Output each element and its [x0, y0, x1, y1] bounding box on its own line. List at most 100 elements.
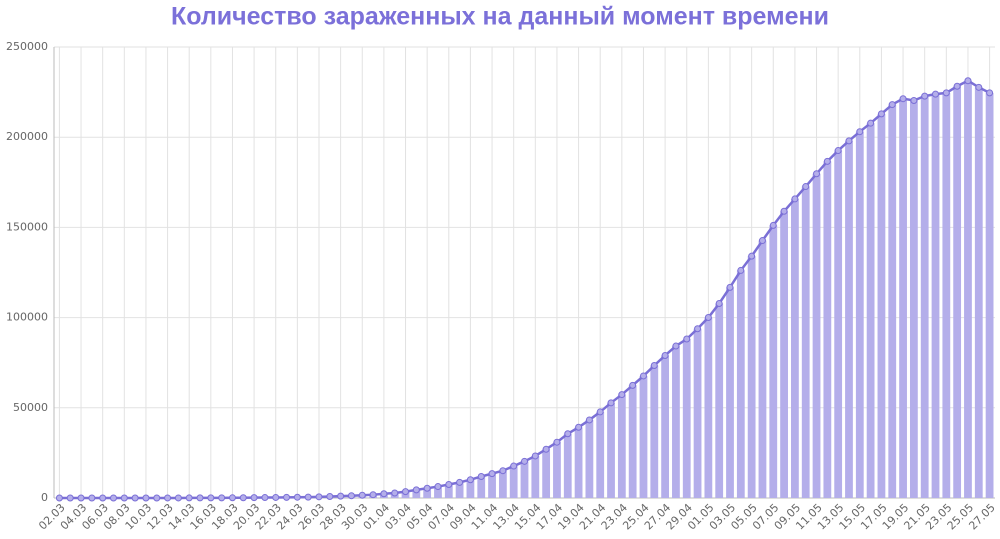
point	[813, 170, 821, 178]
point	[618, 391, 626, 399]
point	[888, 101, 896, 109]
point	[542, 445, 550, 453]
bar	[661, 355, 670, 498]
point	[207, 494, 215, 502]
point	[218, 494, 226, 502]
point	[412, 486, 420, 494]
point	[250, 494, 258, 502]
bar	[899, 98, 907, 498]
bar	[888, 104, 897, 498]
bar	[607, 402, 615, 498]
point	[769, 221, 777, 229]
point	[585, 416, 593, 424]
y-tick-label: 0	[41, 491, 48, 504]
bar	[866, 123, 875, 499]
point	[380, 490, 388, 498]
point	[639, 372, 647, 380]
bar	[509, 466, 518, 498]
point	[650, 362, 658, 370]
point	[867, 119, 875, 127]
point	[921, 92, 929, 100]
point	[758, 237, 766, 245]
point	[802, 183, 810, 191]
point	[283, 493, 291, 501]
bar	[812, 173, 821, 498]
bar	[434, 486, 442, 498]
point	[347, 492, 355, 500]
point	[942, 89, 950, 97]
bar	[531, 455, 540, 498]
point	[531, 452, 539, 460]
point	[780, 207, 788, 215]
bar	[520, 461, 529, 498]
point	[596, 408, 604, 416]
bar	[715, 303, 724, 498]
point	[726, 283, 734, 291]
y-tick-label: 250000	[6, 40, 48, 53]
point	[304, 493, 312, 501]
point	[55, 494, 63, 502]
bar	[747, 256, 756, 498]
point	[910, 97, 918, 105]
point	[737, 266, 745, 274]
point	[228, 494, 236, 502]
bar	[563, 433, 572, 498]
point	[77, 494, 85, 502]
bar	[942, 92, 951, 498]
bar	[444, 484, 453, 498]
point	[88, 494, 96, 502]
point	[715, 299, 723, 307]
point	[391, 489, 399, 497]
bar	[726, 287, 734, 498]
bar	[455, 482, 464, 498]
point	[661, 351, 669, 359]
point	[791, 195, 799, 203]
y-tick-label: 150000	[6, 220, 48, 233]
bar	[780, 211, 788, 498]
bar	[931, 94, 940, 499]
bar	[736, 270, 745, 498]
bar	[617, 394, 626, 498]
y-tick-label: 100000	[6, 311, 48, 324]
point	[369, 491, 377, 499]
bar	[488, 473, 496, 498]
point	[402, 488, 410, 496]
point	[261, 494, 269, 502]
point	[607, 399, 615, 407]
point	[845, 137, 853, 145]
point	[315, 493, 323, 501]
point	[466, 476, 474, 484]
point	[704, 314, 712, 322]
point	[964, 77, 972, 85]
chart-title: Количество зараженных на данный момент в…	[171, 3, 829, 31]
bar	[823, 161, 832, 498]
y-tick-label: 200000	[6, 130, 48, 143]
y-tick-label: 50000	[13, 401, 48, 414]
point	[488, 470, 496, 478]
point	[477, 473, 485, 481]
point	[823, 157, 831, 165]
point	[629, 381, 637, 389]
bar	[704, 317, 713, 498]
point	[131, 494, 139, 502]
point	[196, 494, 204, 502]
point	[834, 147, 842, 155]
point	[109, 494, 117, 502]
point	[293, 493, 301, 501]
point	[445, 480, 453, 488]
point	[164, 494, 172, 502]
point	[575, 423, 583, 431]
point	[564, 430, 572, 438]
point	[142, 494, 150, 502]
point	[326, 492, 334, 500]
point	[986, 89, 994, 97]
bar	[920, 96, 929, 498]
bar	[877, 113, 886, 498]
bar	[466, 479, 475, 498]
point	[423, 484, 431, 492]
bar	[628, 385, 637, 498]
bar	[585, 419, 594, 498]
point	[694, 325, 702, 333]
bar	[542, 449, 551, 498]
